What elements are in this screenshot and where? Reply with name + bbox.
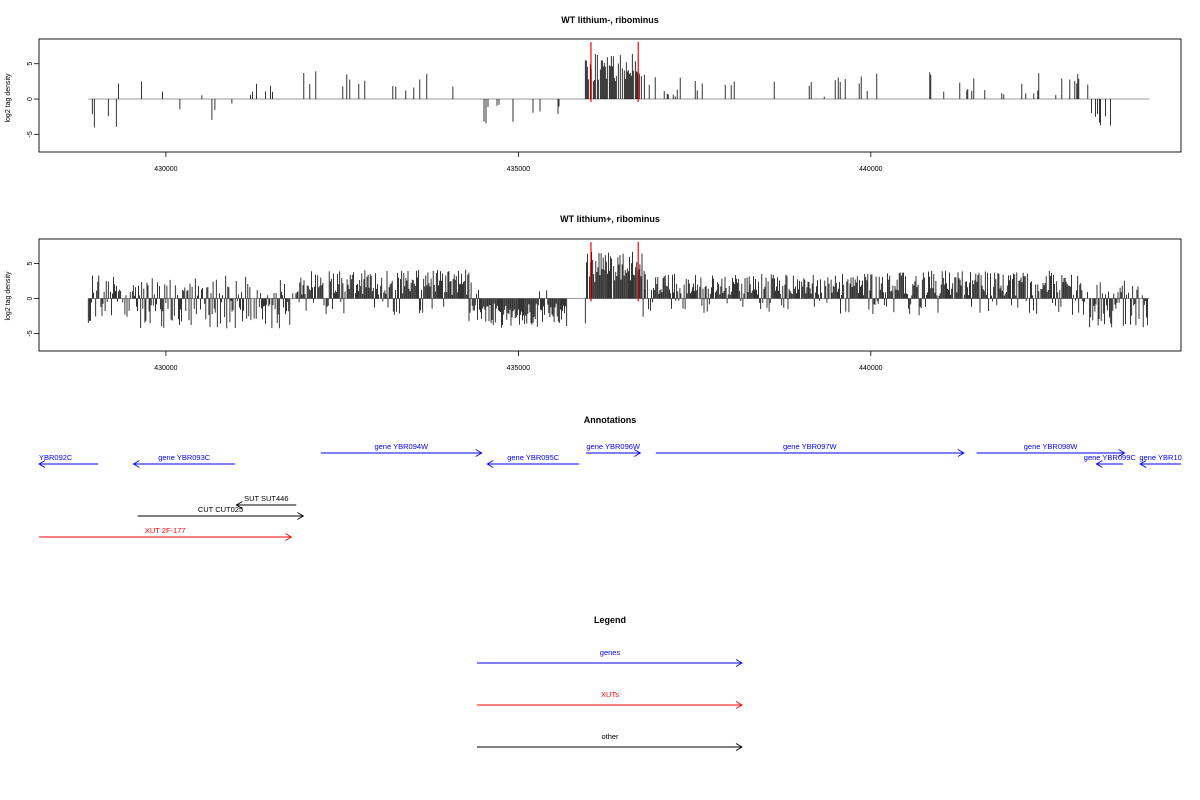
arrow-head bbox=[957, 449, 965, 457]
gene-label: YBR092C bbox=[39, 453, 73, 462]
y-tick-label: 5 bbox=[27, 261, 34, 265]
x-tick-label: 435000 bbox=[507, 365, 530, 372]
y-tick-label: -5 bbox=[27, 330, 34, 336]
arrow-head bbox=[735, 701, 743, 709]
gene-feature: gene YBR094W bbox=[320, 442, 483, 457]
arrow-head bbox=[132, 460, 140, 468]
xut-label: XUT 2F-177 bbox=[145, 526, 186, 535]
arrow-head bbox=[1095, 460, 1103, 468]
y-tick-label: 5 bbox=[27, 62, 34, 66]
density-bars bbox=[87, 242, 1150, 329]
x-tick-label: 435000 bbox=[507, 166, 530, 173]
x-tick-label: 430000 bbox=[154, 365, 177, 372]
gene-label: gene YBR094W bbox=[374, 442, 429, 451]
arrow-head bbox=[486, 460, 494, 468]
gene-feature: gene YBR093C bbox=[132, 453, 235, 468]
legend-entries: genes XUTs other bbox=[477, 648, 743, 751]
arrow-head bbox=[1139, 460, 1147, 468]
panel-title: WT lithium-, ribominus bbox=[561, 15, 659, 25]
arrow-head bbox=[475, 449, 483, 457]
arrow-head bbox=[297, 512, 305, 520]
axes: 430000 435000 440000 -5 0 5 bbox=[27, 261, 883, 372]
gene-feature: gene YBR096W bbox=[586, 442, 642, 457]
other-feature: SUT SUT446 bbox=[235, 494, 297, 509]
xut-feature: XUT 2F-177 bbox=[39, 526, 293, 541]
density-panel-lithium-plus: WT lithium+, ribominus log2 tag density … bbox=[5, 214, 1182, 372]
y-axis-label: log2 tag density bbox=[5, 73, 12, 123]
arrow-head bbox=[735, 659, 743, 667]
legend-entry: XUTs bbox=[477, 690, 743, 709]
gene-feature: gene YBR099C bbox=[1084, 453, 1137, 468]
plot-frame bbox=[38, 38, 1182, 153]
gene-label: gene YBR099C bbox=[1084, 453, 1137, 462]
axes: 430000 435000 440000 -5 0 5 bbox=[27, 62, 883, 173]
annotation-features: YBR092C gene YBR093C gene YBR094W gene YBR0… bbox=[38, 442, 1182, 541]
legend-label: genes bbox=[600, 648, 621, 657]
legend: Legend genes XUTs other bbox=[477, 615, 743, 751]
y-axis-label: log2 tag density bbox=[5, 271, 12, 321]
gene-feature: gene YBR10 bbox=[1139, 453, 1182, 468]
gene-label: gene YBR10 bbox=[1139, 453, 1181, 462]
gene-feature: gene YBR097W bbox=[655, 442, 965, 457]
arrow-head bbox=[1118, 449, 1126, 457]
x-tick-label: 440000 bbox=[859, 166, 882, 173]
arrow-head bbox=[735, 743, 743, 751]
x-tick-label: 440000 bbox=[859, 365, 882, 372]
other-label: SUT SUT446 bbox=[244, 494, 288, 503]
gene-label: gene YBR097W bbox=[783, 442, 838, 451]
gene-label: gene YBR098W bbox=[1024, 442, 1079, 451]
density-bars bbox=[88, 42, 1150, 128]
y-tick-label: -5 bbox=[27, 131, 34, 137]
arrow-head bbox=[285, 533, 293, 541]
gene-label: gene YBR096W bbox=[586, 442, 641, 451]
gene-feature: YBR092C bbox=[38, 453, 99, 468]
other-feature: CUT CUT025 bbox=[137, 505, 305, 520]
plot-frame bbox=[38, 238, 1182, 352]
legend-label: XUTs bbox=[601, 690, 619, 699]
y-tick-label: 0 bbox=[27, 296, 34, 300]
legend-entry: genes bbox=[477, 648, 743, 667]
panel-title: WT lithium+, ribominus bbox=[560, 214, 660, 224]
legend-label: other bbox=[601, 732, 619, 741]
arrow-head bbox=[634, 449, 642, 457]
other-label: CUT CUT025 bbox=[198, 505, 243, 514]
y-tick-label: 0 bbox=[27, 97, 34, 101]
x-tick-label: 430000 bbox=[154, 166, 177, 173]
legend-title: Legend bbox=[594, 615, 626, 625]
gene-feature: gene YBR098W bbox=[976, 442, 1126, 457]
legend-entry: other bbox=[477, 732, 743, 751]
annotation-track: Annotations YBR092C gene YBR093C gene YBR0… bbox=[38, 415, 1182, 541]
gene-label: gene YBR095C bbox=[507, 453, 560, 462]
annotations-title: Annotations bbox=[584, 415, 637, 425]
arrow-head bbox=[38, 460, 46, 468]
gene-feature: gene YBR095C bbox=[486, 453, 579, 468]
arrow-head bbox=[235, 501, 243, 509]
gene-label: gene YBR093C bbox=[158, 453, 211, 462]
density-panel-lithium-minus: WT lithium-, ribominus log2 tag density … bbox=[5, 15, 1182, 173]
